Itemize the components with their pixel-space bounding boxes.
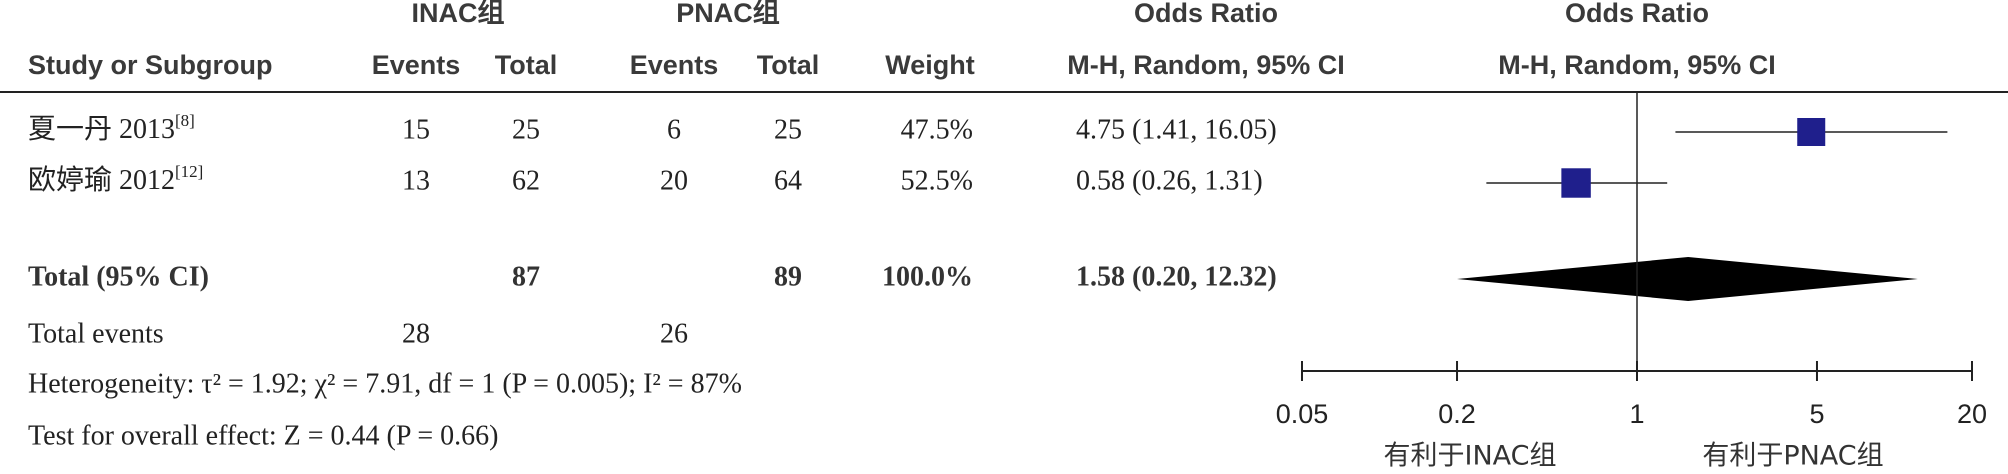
total: 64 [774, 165, 802, 196]
column-header: Weight [885, 50, 975, 80]
x-tick-label: 20 [1957, 399, 1987, 429]
total: 25 [774, 114, 802, 145]
or-header: Odds Ratio [1565, 0, 1709, 28]
favours-label: 有利于INAC组 [1383, 441, 1556, 472]
events: 13 [402, 165, 430, 196]
odds-ratio: 1.58 (0.20, 12.32) [1076, 261, 1277, 292]
overall-effect: Test for overall effect: Z = 0.44 (P = 0… [28, 420, 499, 451]
events: 28 [402, 318, 430, 349]
total-events-label: Total events [28, 318, 164, 349]
or-square [1797, 118, 1826, 146]
events: 6 [667, 114, 681, 145]
total-label: Total (95% CI) [28, 261, 209, 292]
study-ref: [12] [175, 162, 203, 181]
study-ref: [8] [175, 111, 195, 130]
x-tick-label: 0.05 [1276, 399, 1329, 429]
column-header: Total [757, 50, 820, 80]
or-header: Odds Ratio [1134, 0, 1278, 28]
or-square [1561, 168, 1591, 198]
group-header: PNAC组 [676, 0, 780, 28]
odds-ratio: 4.75 (1.41, 16.05) [1076, 114, 1277, 145]
favours-label: 有利于PNAC组 [1702, 441, 1883, 472]
column-header: Total [495, 50, 558, 80]
study-label: 欧婷瑜 2012 [28, 164, 175, 196]
weight: 52.5% [901, 165, 973, 196]
events: 20 [660, 165, 688, 196]
total: 25 [512, 114, 540, 145]
x-tick-label: 0.2 [1438, 399, 1476, 429]
events: 15 [402, 114, 430, 145]
study-name: 欧婷瑜 2012[12] [28, 162, 203, 197]
x-tick-label: 1 [1629, 399, 1644, 429]
total: 89 [774, 261, 802, 292]
events: 26 [660, 318, 688, 349]
column-header: M-H, Random, 95% CI [1067, 50, 1345, 80]
weight: 47.5% [901, 114, 973, 145]
weight: 100.0% [882, 261, 973, 292]
group-header: INAC组 [412, 0, 505, 28]
column-header: M-H, Random, 95% CI [1498, 50, 1776, 80]
total: 62 [512, 165, 540, 196]
x-tick-label: 5 [1809, 399, 1824, 429]
column-header: Events [630, 50, 719, 80]
study-label: 夏一丹 2013 [28, 114, 175, 145]
summary-diamond [1457, 257, 1918, 301]
odds-ratio: 0.58 (0.26, 1.31) [1076, 165, 1263, 196]
column-header: Study or Subgroup [28, 50, 272, 80]
study-name: 夏一丹 2013[8] [28, 111, 195, 146]
total: 87 [512, 261, 540, 292]
heterogeneity: Heterogeneity: τ² = 1.92; χ² = 7.91, df … [28, 368, 742, 399]
column-header: Events [372, 50, 461, 80]
